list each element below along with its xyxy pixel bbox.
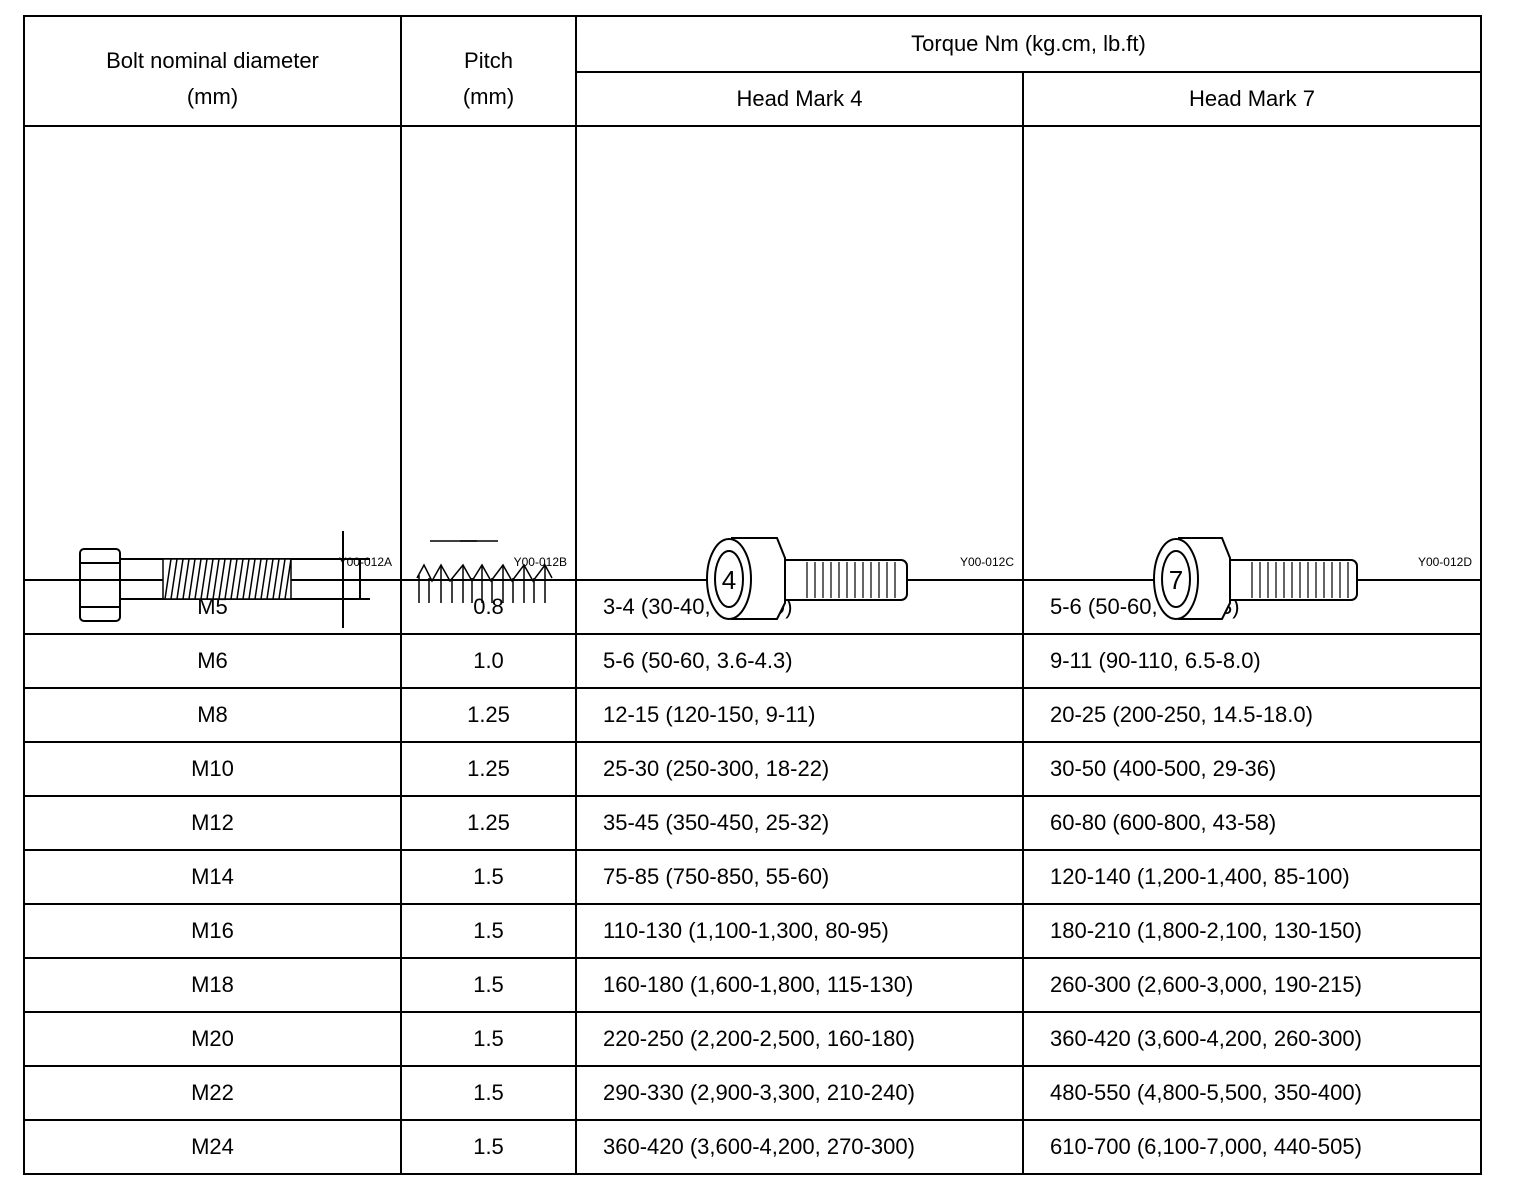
- bolt-head-mark-7-illustration: 7: [1153, 537, 1358, 620]
- cell-head-mark-4: 110-130 (1,100-1,300, 80-95): [575, 903, 1024, 959]
- cell-diameter: M18: [23, 957, 402, 1013]
- header-pitch: Pitch (mm): [400, 15, 577, 127]
- figure-bolt-diameter: Y00-012A: [23, 125, 402, 628]
- table-row: M22 1.5 290-330 (2,900-3,300, 210-240) 480-…: [23, 1065, 1482, 1121]
- figure-code-b: Y00-012B: [513, 555, 567, 569]
- cell-pitch: 1.25: [400, 795, 577, 851]
- cell-head-mark-4: 25-30 (250-300, 18-22): [575, 741, 1024, 797]
- cell-head-mark-7: 30-50 (400-500, 29-36): [1022, 741, 1482, 797]
- head-mark-7-glyph: 7: [1169, 565, 1183, 595]
- cell-diameter: M6: [23, 633, 402, 689]
- cell-head-mark-7: 180-210 (1,800-2,100, 130-150): [1022, 903, 1482, 959]
- cell-head-mark-4: 360-420 (3,600-4,200, 270-300): [575, 1119, 1024, 1175]
- cell-head-mark-7: 9-11 (90-110, 6.5-8.0): [1022, 633, 1482, 689]
- figure-pitch: Y00-012B: [400, 125, 577, 603]
- torque-table: Bolt nominal diameter (mm) Pitch (mm) Torq…: [23, 15, 1482, 1175]
- cell-diameter: M10: [23, 741, 402, 797]
- cell-head-mark-7: 480-550 (4,800-5,500, 350-400): [1022, 1065, 1482, 1121]
- table-row: M18 1.5 160-180 (1,600-1,800, 115-130) 260-…: [23, 957, 1482, 1013]
- cell-pitch: 1.5: [400, 849, 577, 905]
- table-row: M14 1.5 75-85 (750-850, 55-60) 120-140 (1,2…: [23, 849, 1482, 905]
- cell-head-mark-4: 220-250 (2,200-2,500, 160-180): [575, 1011, 1024, 1067]
- cell-pitch: 1.5: [400, 1011, 577, 1067]
- cell-pitch: 1.0: [400, 633, 577, 689]
- cell-head-mark-4: 75-85 (750-850, 55-60): [575, 849, 1024, 905]
- cell-head-mark-7: 360-420 (3,600-4,200, 260-300): [1022, 1011, 1482, 1067]
- cell-head-mark-4: 12-15 (120-150, 9-11): [575, 687, 1024, 743]
- table-row: M10 1.25 25-30 (250-300, 18-22) 30-50 (400-…: [23, 741, 1482, 797]
- cell-head-mark-4: 35-45 (350-450, 25-32): [575, 795, 1024, 851]
- bolt-head-mark-4-illustration: 4: [706, 537, 908, 620]
- cell-head-mark-4: 160-180 (1,600-1,800, 115-130): [575, 957, 1024, 1013]
- figure-code-a: Y00-012A: [338, 555, 392, 569]
- cell-diameter: M16: [23, 903, 402, 959]
- header-head-mark-4: Head Mark 4: [575, 71, 1024, 127]
- header-head-mark-7: Head Mark 7: [1022, 71, 1482, 127]
- cell-pitch: 1.5: [400, 1119, 577, 1175]
- cell-diameter: M8: [23, 687, 402, 743]
- cell-head-mark-4: 5-6 (50-60, 3.6-4.3): [575, 633, 1024, 689]
- table-row: M12 1.25 35-45 (350-450, 25-32) 60-80 (600-…: [23, 795, 1482, 851]
- cell-pitch: 1.5: [400, 1065, 577, 1121]
- table-row: M20 1.5 220-250 (2,200-2,500, 160-180) 360-…: [23, 1011, 1482, 1067]
- header-diameter-line2: (mm): [186, 84, 239, 109]
- cell-pitch: 1.25: [400, 741, 577, 797]
- header-pitch-line2: (mm): [462, 84, 515, 109]
- cell-pitch: 1.5: [400, 957, 577, 1013]
- cell-head-mark-7: 60-80 (600-800, 43-58): [1022, 795, 1482, 851]
- cell-diameter: M22: [23, 1065, 402, 1121]
- figure-code-c: Y00-012C: [959, 555, 1014, 569]
- figure-head-mark-4: 4 Y00-012C: [575, 125, 1024, 620]
- header-diameter: Bolt nominal diameter (mm): [23, 15, 402, 127]
- table-row: M6 1.0 5-6 (50-60, 3.6-4.3) 9-11 (90-110, 6…: [23, 633, 1482, 689]
- table-row: M24 1.5 360-420 (3,600-4,200, 270-300) 610-…: [23, 1119, 1482, 1175]
- cell-head-mark-7: 260-300 (2,600-3,000, 190-215): [1022, 957, 1482, 1013]
- cell-pitch: 1.5: [400, 903, 577, 959]
- cell-head-mark-7: 120-140 (1,200-1,400, 85-100): [1022, 849, 1482, 905]
- cell-head-mark-7: 610-700 (6,100-7,000, 440-505): [1022, 1119, 1482, 1175]
- table-row: M8 1.25 12-15 (120-150, 9-11) 20-25 (200-25…: [23, 687, 1482, 743]
- cell-head-mark-7: 20-25 (200-250, 14.5-18.0): [1022, 687, 1482, 743]
- header-diameter-line1: Bolt nominal diameter: [106, 48, 319, 73]
- figure-head-mark-7: 7 Y00-012D: [1022, 125, 1482, 620]
- cell-diameter: M24: [23, 1119, 402, 1175]
- bolt-diameter-illustration: [79, 531, 370, 628]
- cell-diameter: M20: [23, 1011, 402, 1067]
- cell-diameter: M12: [23, 795, 402, 851]
- header-torque: Torque Nm (kg.cm, lb.ft): [575, 15, 1482, 73]
- head-mark-4-glyph: 4: [722, 565, 736, 595]
- header-pitch-line1: Pitch: [464, 48, 513, 73]
- cell-diameter: M14: [23, 849, 402, 905]
- figure-code-d: Y00-012D: [1417, 555, 1472, 569]
- table-row: M16 1.5 110-130 (1,100-1,300, 80-95) 180-21…: [23, 903, 1482, 959]
- cell-pitch: 1.25: [400, 687, 577, 743]
- thread-pitch-illustration: [416, 540, 553, 603]
- cell-head-mark-4: 290-330 (2,900-3,300, 210-240): [575, 1065, 1024, 1121]
